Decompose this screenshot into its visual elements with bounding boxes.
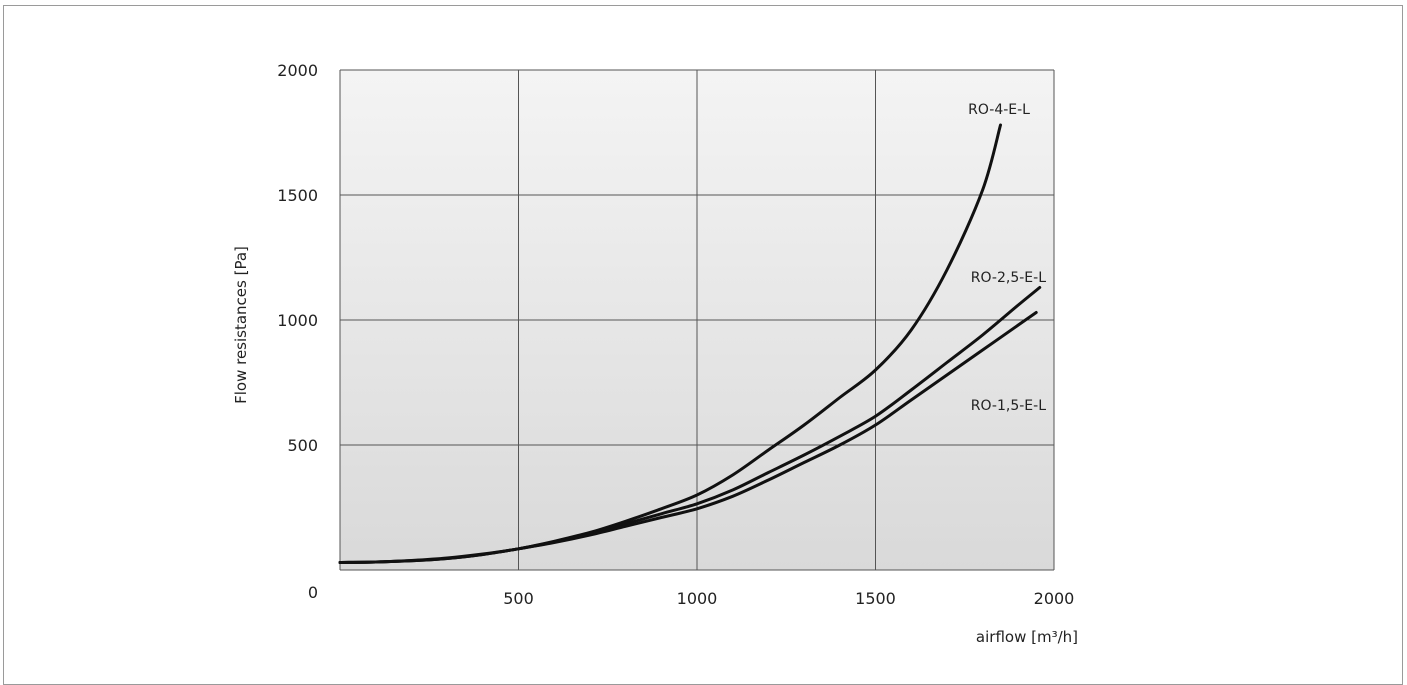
y-tick-label: 500 xyxy=(287,436,318,455)
series-label: RO-1,5-E-L xyxy=(971,398,1046,414)
flow-resistance-chart: 0 500 1000 1500 2000 500 1000 1500 2000 RO-4-E-L… xyxy=(232,61,1078,646)
y-tick-label: 0 xyxy=(308,583,318,602)
x-axis-label: airflow [m³/h] xyxy=(976,628,1078,646)
x-tick-label: 1500 xyxy=(855,589,896,608)
y-tick-label: 2000 xyxy=(277,61,318,80)
x-tick-label: 1000 xyxy=(677,589,718,608)
x-tick-label: 500 xyxy=(503,589,534,608)
series-line-3 xyxy=(338,311,1038,564)
y-tick-label: 1500 xyxy=(277,186,318,205)
y-tick-label: 1000 xyxy=(277,311,318,330)
x-tick-label: 2000 xyxy=(1034,589,1075,608)
y-axis-label: Flow resistances [Pa] xyxy=(232,246,250,404)
series-label: RO-4-E-L xyxy=(968,102,1030,118)
series-label: RO-2,5-E-L xyxy=(971,270,1046,286)
